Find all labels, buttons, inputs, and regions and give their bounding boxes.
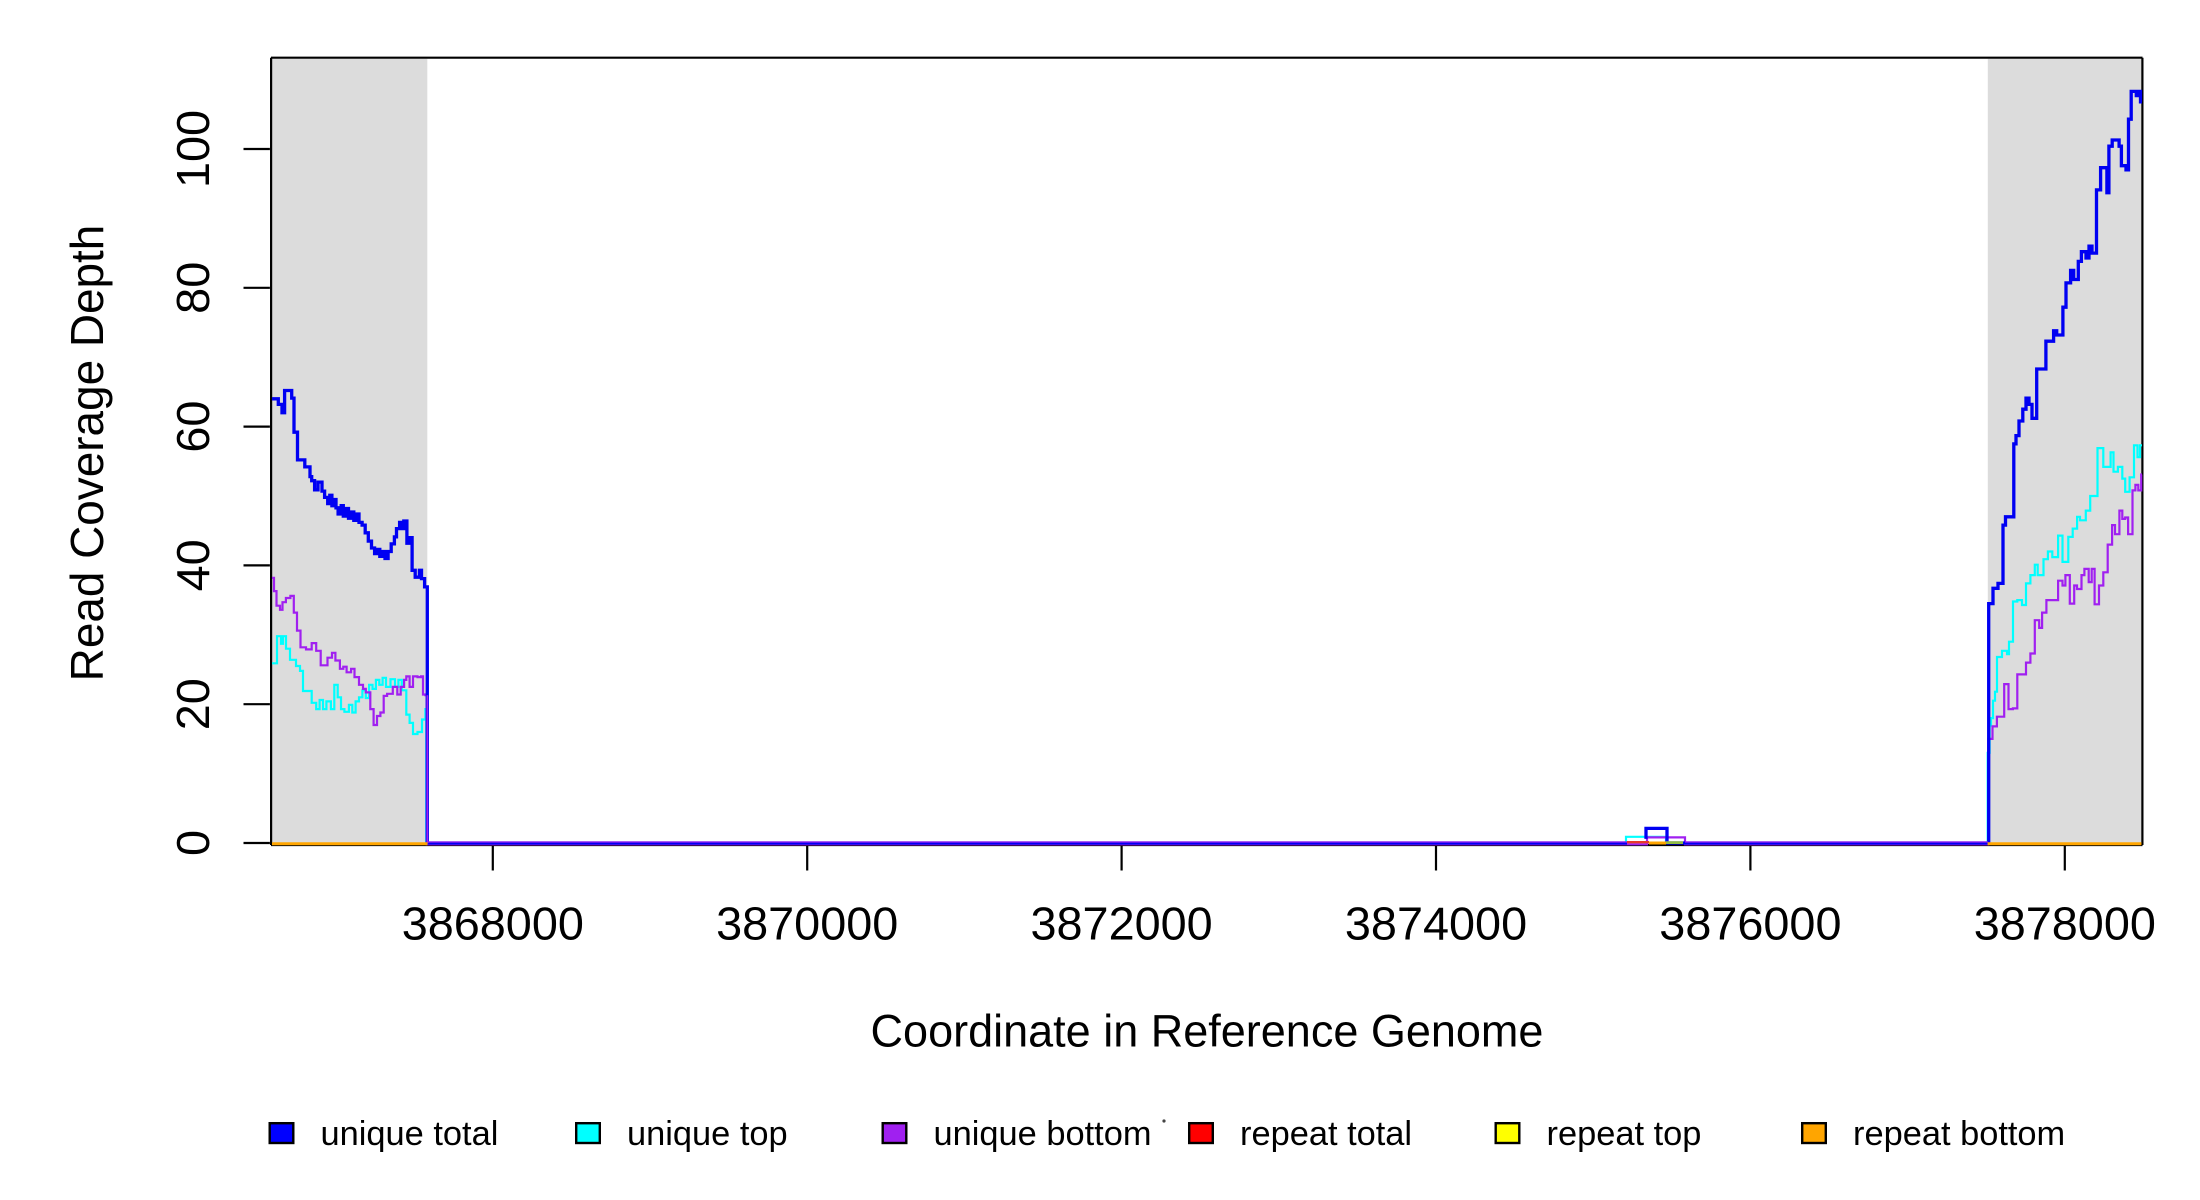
svg-text:3874000: 3874000 [1345, 898, 1527, 950]
svg-text:40: 40 [167, 539, 219, 591]
svg-text:Read Coverage Depth: Read Coverage Depth [61, 225, 113, 682]
svg-text:unique top: unique top [627, 1115, 788, 1153]
svg-text:3870000: 3870000 [716, 898, 898, 950]
svg-text:repeat total: repeat total [1240, 1115, 1412, 1153]
svg-text:80: 80 [167, 262, 219, 314]
svg-text:3872000: 3872000 [1031, 898, 1213, 950]
svg-text:100: 100 [167, 110, 219, 188]
svg-text:Coordinate in Reference Genome: Coordinate in Reference Genome [871, 1006, 1544, 1057]
svg-text:3868000: 3868000 [402, 898, 584, 950]
svg-text:20: 20 [167, 678, 219, 730]
svg-text:3876000: 3876000 [1659, 898, 1841, 950]
svg-text:3878000: 3878000 [1974, 898, 2156, 950]
svg-text:0: 0 [167, 830, 219, 856]
svg-text:repeat top: repeat top [1547, 1115, 1702, 1153]
svg-text:unique bottom: unique bottom [934, 1115, 1152, 1153]
svg-text:60: 60 [167, 401, 219, 453]
svg-text:repeat bottom: repeat bottom [1853, 1115, 2065, 1153]
svg-text:unique total: unique total [321, 1115, 499, 1153]
